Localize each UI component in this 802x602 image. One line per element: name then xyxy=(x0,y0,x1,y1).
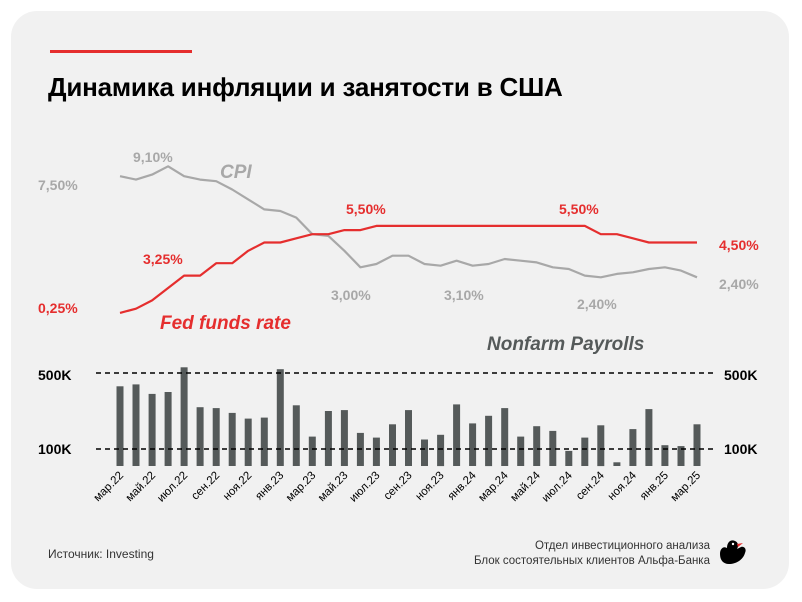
payroll-bar xyxy=(196,407,204,466)
department-line-1: Отдел инвестиционного анализа xyxy=(534,540,710,552)
payroll-bar xyxy=(340,410,348,466)
payroll-bar xyxy=(180,367,188,466)
payroll-bar xyxy=(661,445,669,466)
payroll-bar xyxy=(597,425,605,467)
cpi-label-jun23: 3,00% xyxy=(331,287,371,303)
x-tick-label: сен.23 xyxy=(382,470,415,503)
payroll-bar xyxy=(533,426,541,466)
payroll-bar xyxy=(405,410,412,466)
source-note: Источник: Investing xyxy=(48,547,154,561)
cpi-label-peak: 9,10% xyxy=(133,149,173,165)
x-tick-label: июл.23 xyxy=(348,470,383,505)
payroll-bar xyxy=(581,437,589,466)
payroll-bar xyxy=(421,439,428,466)
x-tick-label: май.22 xyxy=(124,470,158,504)
x-tick-label: июл.24 xyxy=(540,469,575,504)
payroll-bar xyxy=(372,437,380,466)
line-chart xyxy=(119,165,698,314)
chart-card xyxy=(11,11,789,589)
x-tick-label: янв.23 xyxy=(253,470,286,503)
title-accent-line xyxy=(50,50,192,53)
ref-100k-left: 100K xyxy=(38,441,71,457)
x-tick-label: сен.24 xyxy=(574,469,607,502)
payroll-bar xyxy=(485,415,493,467)
bar-chart xyxy=(96,367,716,467)
department-line-2: Блок состоятельных клиентов Альфа-Банка xyxy=(474,555,710,567)
x-tick-label: ноя.24 xyxy=(606,469,640,503)
payroll-bar xyxy=(437,434,445,467)
payroll-bar xyxy=(324,411,332,466)
payroll-bar xyxy=(276,369,284,466)
fed-label-end: 4,50% xyxy=(719,237,759,253)
payroll-bar xyxy=(164,392,172,466)
x-tick-label: май.24 xyxy=(508,469,543,504)
payroll-bar xyxy=(469,423,477,466)
department-note: Отдел инвестиционного анализа Блок состо… xyxy=(474,539,710,569)
payroll-bar xyxy=(260,417,268,466)
cpi-label-end: 2,40% xyxy=(719,276,759,292)
fed-label-start: 0,25% xyxy=(38,300,78,316)
x-tick-label: май.23 xyxy=(316,470,350,504)
payroll-bar xyxy=(308,436,316,466)
ref-100k-right: 100K xyxy=(724,441,757,457)
payroll-bar xyxy=(116,386,124,466)
payroll-bar xyxy=(228,412,236,466)
chart-labels: CPI Fed funds rate Nonfarm Payrolls 7,50… xyxy=(38,149,759,457)
payroll-bar xyxy=(517,436,525,466)
fed-label-aug24: 5,50% xyxy=(559,201,599,217)
payroll-bar xyxy=(693,424,701,466)
fed-funds-line xyxy=(119,224,697,314)
x-tick-label: ноя.22 xyxy=(221,470,254,503)
x-tick-label: янв.24 xyxy=(446,469,479,502)
cpi-label-sep24: 2,40% xyxy=(577,296,617,312)
x-tick-label: мар.24 xyxy=(476,469,511,504)
duck-logo-icon xyxy=(720,540,746,564)
payroll-bar xyxy=(389,424,396,466)
payroll-bar xyxy=(677,446,685,466)
ref-500k-left: 500K xyxy=(38,367,71,383)
payroll-bar xyxy=(453,404,461,466)
payroll-bar xyxy=(613,462,621,466)
fed-label-sep22: 3,25% xyxy=(143,251,183,267)
chart-title: Динамика инфляции и занятости в США xyxy=(48,72,563,102)
payroll-bar xyxy=(148,393,156,466)
x-tick-label: мар.23 xyxy=(284,470,318,504)
fed-series-label: Fed funds rate xyxy=(160,313,291,334)
x-tick-label: ноя.23 xyxy=(413,470,446,503)
cpi-line xyxy=(119,165,698,279)
x-tick-label: июл.22 xyxy=(155,470,190,505)
payroll-bar xyxy=(292,405,300,466)
x-tick-label: сен.22 xyxy=(189,470,222,503)
payroll-bar xyxy=(645,409,653,466)
payroll-bar xyxy=(212,408,220,466)
x-tick-label: мар.22 xyxy=(92,470,126,504)
x-tick-label: янв.25 xyxy=(638,470,671,503)
payroll-bar xyxy=(629,429,637,466)
payroll-bar xyxy=(565,450,573,466)
payroll-bar xyxy=(132,384,140,466)
x-tick-label: мар.25 xyxy=(669,470,703,504)
payrolls-series-label: Nonfarm Payrolls xyxy=(487,334,644,355)
cpi-label-start: 7,50% xyxy=(38,177,78,193)
cpi-series-label: CPI xyxy=(220,162,252,183)
payroll-bar xyxy=(549,430,557,466)
payroll-bar xyxy=(244,418,252,466)
payroll-bar xyxy=(501,408,509,466)
ref-500k-right: 500K xyxy=(724,367,757,383)
cpi-label-nov23: 3,10% xyxy=(444,287,484,303)
fed-label-jul23: 5,50% xyxy=(346,201,386,217)
